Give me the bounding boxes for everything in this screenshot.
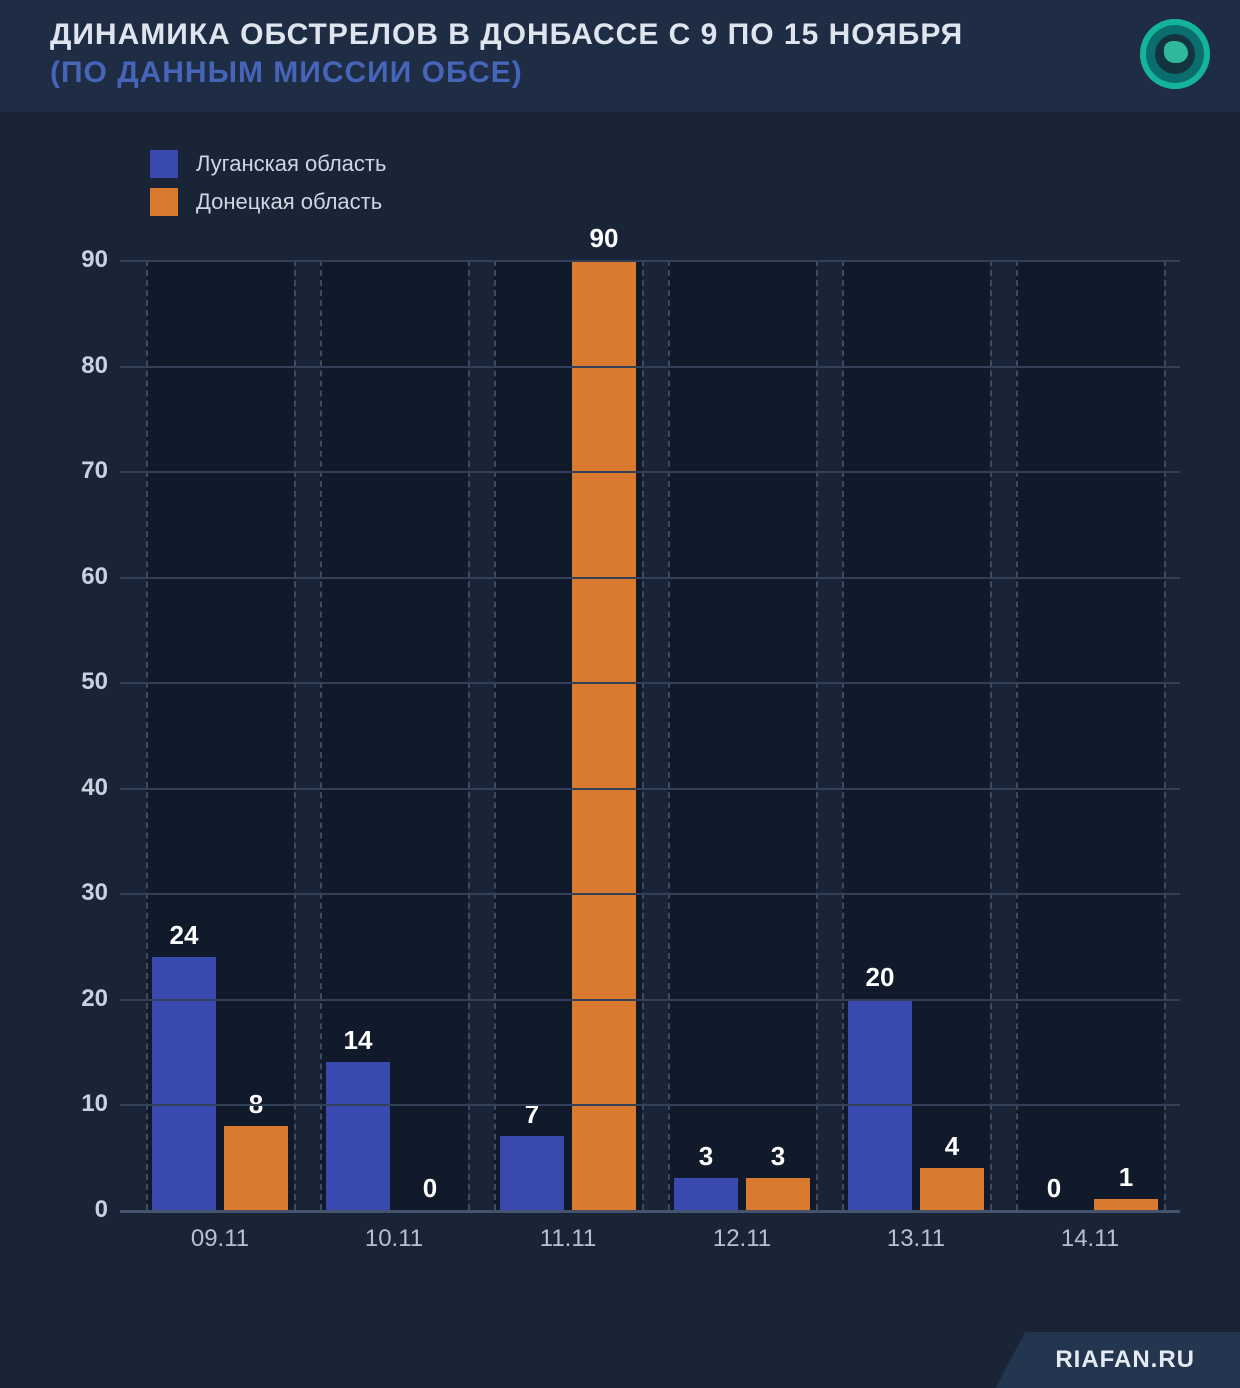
gridline-h-overlay (120, 893, 1180, 895)
bar (572, 260, 636, 1210)
gridline-v (816, 260, 818, 1210)
y-tick-label: 50 (65, 668, 108, 696)
x-tick-label: 14.11 (1061, 1225, 1119, 1253)
gridline-h-overlay (120, 999, 1180, 1001)
bar-value-label: 4 (945, 1131, 959, 1162)
x-tick-label: 12.11 (713, 1225, 771, 1253)
gridline-v (320, 260, 322, 1210)
bar (1094, 1199, 1158, 1210)
gridline-v (668, 260, 670, 1210)
page: ДИНАМИКА ОБСТРЕЛОВ В ДОНБАССЕ С 9 ПО 15 … (0, 0, 1240, 1388)
globe-icon (1155, 34, 1195, 74)
bar-value-label: 0 (423, 1173, 437, 1204)
y-tick-label: 80 (65, 352, 108, 380)
gridline-v (494, 260, 496, 1210)
bar (326, 1062, 390, 1210)
legend-swatch (150, 150, 178, 178)
globe-logo-icon (1140, 19, 1210, 89)
bar-value-label: 14 (344, 1025, 373, 1056)
gridline-h-overlay (120, 260, 1180, 262)
y-tick-label: 70 (65, 457, 108, 485)
legend-item: Донецкая область (150, 188, 1240, 216)
gridline-v (1164, 260, 1166, 1210)
gridline-h-overlay (120, 1104, 1180, 1106)
header-text: ДИНАМИКА ОБСТРЕЛОВ В ДОНБАССЕ С 9 ПО 15 … (50, 18, 1140, 90)
bar-value-label: 90 (590, 223, 619, 254)
bar-value-label: 24 (170, 920, 199, 951)
y-tick-label: 90 (65, 246, 108, 274)
gridline-h-overlay (120, 788, 1180, 790)
legend-label: Луганская область (196, 151, 386, 177)
gridline-v (294, 260, 296, 1210)
legend-swatch (150, 188, 178, 216)
source-tab: RIAFAN.RU (995, 1332, 1240, 1388)
x-tick-label: 13.11 (887, 1225, 945, 1253)
x-tick-label: 11.11 (540, 1225, 597, 1253)
chart: 2481407903320401 010203040506070809009.1… (65, 260, 1185, 1260)
gridline-h-overlay (120, 1210, 1180, 1213)
bar-value-label: 20 (866, 962, 895, 993)
gridline-h-overlay (120, 471, 1180, 473)
gridline-h-overlay (120, 682, 1180, 684)
legend-item: Луганская область (150, 150, 1240, 178)
gridline-v (468, 260, 470, 1210)
chart-subtitle: (ПО ДАННЫМ МИССИИ ОБСЕ) (50, 56, 1140, 90)
bar (746, 1178, 810, 1210)
gridline-v (990, 260, 992, 1210)
gridline-h-overlay (120, 366, 1180, 368)
gridline-h-overlay (120, 577, 1180, 579)
x-tick-label: 09.11 (191, 1225, 249, 1253)
bar-value-label: 0 (1047, 1173, 1061, 1204)
plot-area: 2481407903320401 (120, 260, 1180, 1210)
y-tick-label: 0 (65, 1196, 108, 1224)
y-tick-label: 30 (65, 879, 108, 907)
bar-value-label: 3 (699, 1141, 713, 1172)
gridline-v (146, 260, 148, 1210)
bar-value-label: 1 (1119, 1162, 1133, 1193)
y-tick-label: 60 (65, 563, 108, 591)
bar (152, 957, 216, 1210)
chart-title: ДИНАМИКА ОБСТРЕЛОВ В ДОНБАССЕ С 9 ПО 15 … (50, 18, 1140, 52)
gridline-v (1016, 260, 1018, 1210)
gridline-v (642, 260, 644, 1210)
group-background (668, 260, 816, 1210)
group-background (1016, 260, 1164, 1210)
bar-value-label: 3 (771, 1141, 785, 1172)
legend-label: Донецкая область (196, 189, 382, 215)
bar (224, 1126, 288, 1210)
bar (920, 1168, 984, 1210)
header: ДИНАМИКА ОБСТРЕЛОВ В ДОНБАССЕ С 9 ПО 15 … (0, 0, 1240, 112)
y-tick-label: 40 (65, 774, 108, 802)
y-tick-label: 20 (65, 985, 108, 1013)
bar (674, 1178, 738, 1210)
y-tick-label: 10 (65, 1090, 108, 1118)
x-tick-label: 10.11 (365, 1225, 423, 1253)
legend: Луганская область Донецкая область (0, 112, 1240, 246)
bar (500, 1136, 564, 1210)
gridline-v (842, 260, 844, 1210)
